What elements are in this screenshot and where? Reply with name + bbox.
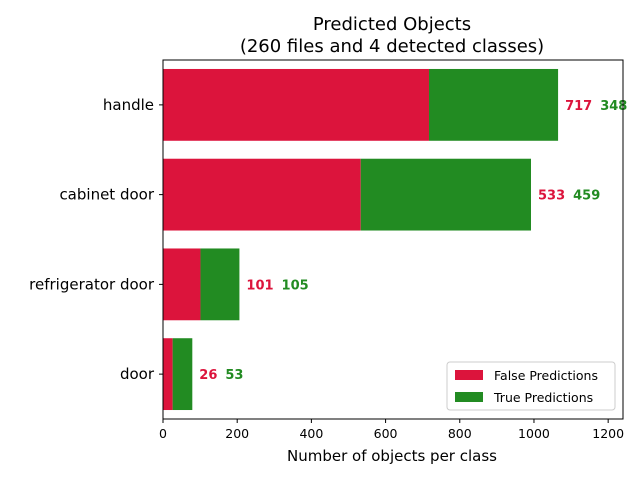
bar-refrigerator-door-true-predictions bbox=[200, 248, 240, 321]
x-tick-label-0: 0 bbox=[159, 426, 167, 441]
bar-refrigerator-door-false-predictions bbox=[163, 248, 201, 321]
x-tick-label-1000: 1000 bbox=[518, 426, 550, 441]
legend: False Predictions True Predictions bbox=[446, 361, 616, 411]
value-label-refrigerator-door-false-predictions: 101 bbox=[246, 278, 273, 293]
chart-title: Predicted Objects bbox=[313, 14, 471, 35]
plot-area-frame bbox=[162, 59, 624, 420]
legend-swatch-true-predictions bbox=[455, 392, 483, 402]
bars-group bbox=[163, 68, 559, 411]
bar-handle-false-predictions bbox=[163, 68, 429, 141]
value-label-door-false-predictions: 26 bbox=[199, 368, 217, 383]
x-tick-label-600: 600 bbox=[374, 426, 398, 441]
value-label-refrigerator-door-true-predictions: 105 bbox=[282, 278, 309, 293]
y-tick-label-door: door bbox=[120, 365, 155, 383]
value-label-cabinet-door-true-predictions: 459 bbox=[573, 189, 600, 204]
y-axis: door refrigerator door cabinet door handle bbox=[29, 96, 163, 383]
x-axis-label: Number of objects per class bbox=[287, 447, 497, 465]
x-tick-label-200: 200 bbox=[225, 426, 249, 441]
bar-handle-true-predictions bbox=[428, 68, 559, 141]
value-label-cabinet-door-false-predictions: 533 bbox=[538, 189, 565, 204]
value-labels-group: 26 53 101 105 533 459 717 348 bbox=[199, 99, 627, 383]
value-label-door-true-predictions: 53 bbox=[225, 368, 243, 383]
bar-door-false-predictions bbox=[163, 338, 173, 411]
x-tick-label-400: 400 bbox=[299, 426, 323, 441]
value-label-handle-true-predictions: 348 bbox=[600, 99, 627, 114]
value-label-handle-false-predictions: 717 bbox=[565, 99, 592, 114]
bar-door-true-predictions bbox=[172, 338, 193, 411]
bar-cabinet-door-false-predictions bbox=[163, 158, 361, 231]
x-tick-label-800: 800 bbox=[448, 426, 472, 441]
legend-swatch-false-predictions bbox=[455, 370, 483, 380]
legend-label-false-predictions: False Predictions bbox=[494, 368, 598, 383]
x-tick-label-1200: 1200 bbox=[592, 426, 624, 441]
legend-box bbox=[446, 361, 616, 411]
chart-subtitle: (260 files and 4 detected classes) bbox=[240, 36, 544, 57]
y-tick-label-handle: handle bbox=[103, 96, 154, 114]
legend-label-true-predictions: True Predictions bbox=[493, 390, 593, 405]
y-tick-label-refrigerator-door: refrigerator door bbox=[29, 275, 155, 293]
x-axis: 0 200 400 600 800 1000 1200 bbox=[159, 419, 624, 441]
y-tick-label-cabinet-door: cabinet door bbox=[59, 186, 154, 204]
bar-cabinet-door-true-predictions bbox=[360, 158, 531, 231]
